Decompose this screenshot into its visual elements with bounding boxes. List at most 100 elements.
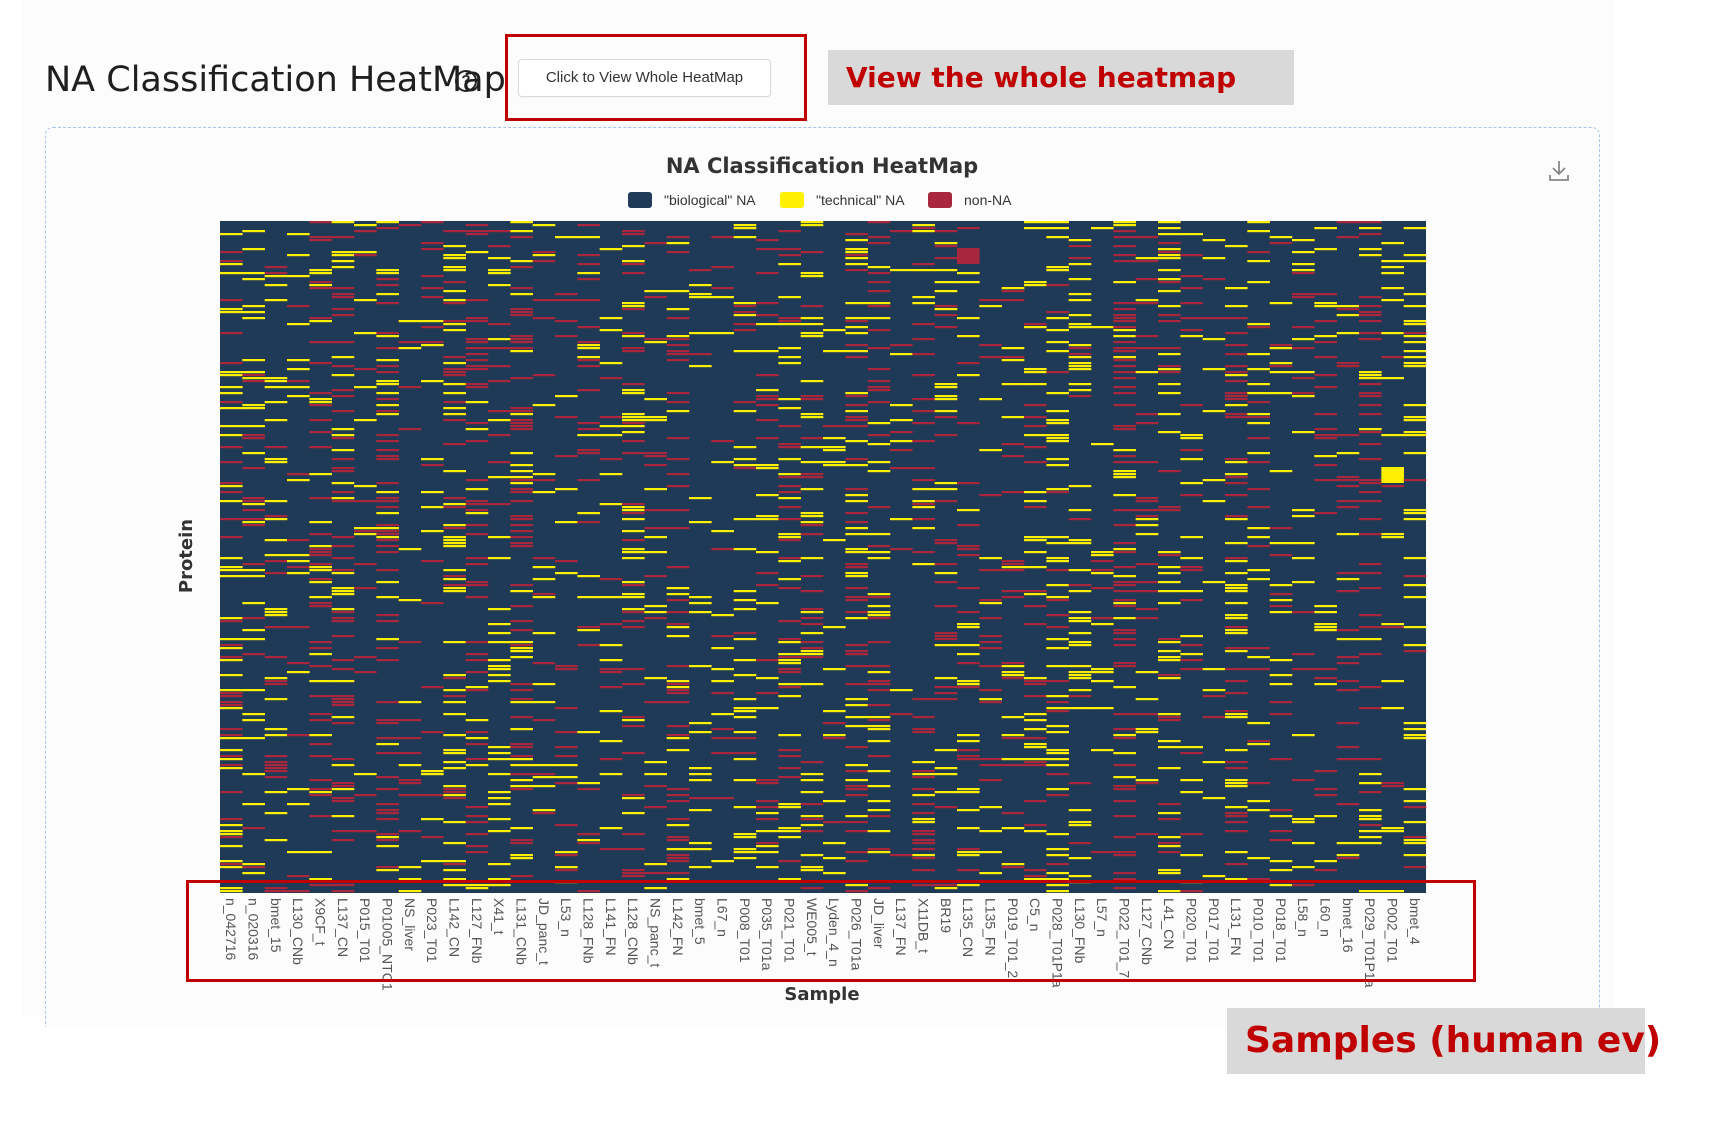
- x-tick-label: L135_FN: [983, 898, 999, 956]
- heatmap-cell: [1113, 341, 1136, 344]
- heatmap-cell: [1225, 713, 1248, 716]
- heatmap-cell: [934, 572, 958, 575]
- heatmap-cell: [376, 302, 399, 305]
- heatmap-cell: [421, 836, 444, 839]
- heatmap-cell: [465, 401, 489, 404]
- view-whole-heatmap-button[interactable]: Click to View Whole HeatMap: [518, 59, 771, 97]
- heatmap-cell: [934, 692, 958, 695]
- heatmap-cell: [1135, 524, 1159, 527]
- heatmap-cell: [510, 764, 533, 767]
- heatmap-cell: [1158, 590, 1181, 593]
- heatmap-cell: [1001, 566, 1025, 569]
- heatmap-cell: [264, 284, 288, 287]
- heatmap-cell: [778, 620, 801, 623]
- heatmap-cell: [443, 302, 466, 305]
- heatmap-cell: [309, 497, 332, 500]
- heatmap-cell: [376, 404, 399, 407]
- heatmap-cell: [465, 719, 489, 722]
- heatmap-cell: [1068, 299, 1092, 302]
- heatmap-cell: [845, 548, 868, 551]
- heatmap-cell: [890, 344, 913, 347]
- x-tick-labels: n_042716 n_020316 bmet_15 L130_CNb X9CF_t L13…: [223, 898, 1423, 991]
- x-tick-label: NS_panc_t: [648, 898, 664, 967]
- legend-swatch[interactable]: [628, 192, 652, 208]
- heatmap-cell: [666, 290, 690, 293]
- heatmap-cell: [756, 374, 779, 377]
- heatmap-cell: [309, 521, 332, 524]
- heatmap-cell: [1225, 647, 1248, 650]
- heatmap-cell: [1158, 869, 1181, 872]
- heatmap-cell: [711, 287, 734, 290]
- legend-swatch[interactable]: [928, 192, 952, 208]
- heatmap-cell: [666, 857, 690, 860]
- heatmap-cell: [711, 797, 734, 800]
- heatmap-cell: [666, 683, 690, 686]
- download-icon[interactable]: [1546, 158, 1572, 184]
- heatmap-cell: [465, 512, 489, 515]
- heatmap-cell: [555, 335, 578, 338]
- heatmap-cell: [1336, 365, 1360, 368]
- heatmap-cell: [510, 413, 533, 416]
- heatmap-cell: [309, 653, 332, 656]
- heatmap-cell: [778, 767, 801, 770]
- heatmap-cell: [242, 803, 265, 806]
- heatmap-cell: [242, 773, 265, 776]
- heatmap-cell: [934, 806, 958, 809]
- heatmap-cell: [1180, 668, 1203, 671]
- heatmap-cell: [1314, 479, 1337, 482]
- heatmap-cell: [666, 794, 690, 797]
- heatmap-cell: [287, 368, 310, 371]
- heatmap-cell: [689, 365, 712, 368]
- heatmap-cell: [532, 701, 556, 704]
- heatmap-cell: [331, 308, 355, 311]
- heatmap-cell: [421, 818, 444, 821]
- heatmap-cell: [689, 848, 712, 851]
- heatmap-cell: [957, 680, 980, 683]
- heatmap-cell: [376, 743, 399, 746]
- heatmap-cell: [845, 326, 868, 329]
- heatmap-cell: [264, 677, 288, 680]
- heatmap-cell: [1158, 392, 1181, 395]
- heatmap-cell: [979, 569, 1002, 572]
- heatmap-cell: [242, 638, 265, 641]
- heatmap-cell: [756, 782, 779, 785]
- heatmap-cell: [979, 641, 1002, 644]
- heatmap-cell: [1113, 302, 1136, 305]
- heatmap-cell: [309, 236, 332, 239]
- heatmap-cell: [1046, 419, 1069, 422]
- heatmap-cell: [800, 611, 824, 614]
- heatmap-cell: [644, 872, 667, 875]
- heatmap-cell: [488, 434, 511, 437]
- heatmap-cell: [488, 752, 511, 755]
- heatmap-cell: [309, 221, 332, 224]
- heatmap-cell: [220, 566, 243, 569]
- heatmap-cell: [376, 533, 399, 536]
- heatmap-cell: [756, 464, 779, 467]
- heatmap-cell: [800, 221, 824, 224]
- heatmap-cell: [733, 302, 757, 305]
- heatmap-cell: [242, 602, 265, 605]
- heatmap-cell: [376, 383, 399, 386]
- heatmap-cell: [1113, 590, 1136, 593]
- heatmap-cell: [443, 689, 466, 692]
- heatmap-cell: [510, 350, 533, 353]
- heatmap-cell: [778, 587, 801, 590]
- x-tick-label: L130_FNb: [1072, 898, 1088, 964]
- heatmap-cell: [778, 356, 801, 359]
- heatmap-cell: [622, 584, 645, 587]
- heatmap-cell: [264, 272, 288, 275]
- heatmap-cell: [376, 551, 399, 554]
- heatmap-cell: [1336, 533, 1360, 536]
- heatmap-cell: [1158, 713, 1181, 716]
- legend-swatch[interactable]: [780, 192, 804, 208]
- heatmap-cell: [1225, 404, 1248, 407]
- heatmap-cell: [510, 758, 533, 761]
- heatmap-cell: [711, 680, 734, 683]
- question-circle-icon[interactable]: ?: [455, 70, 477, 92]
- heatmap-cell: [1359, 707, 1382, 710]
- heatmap-cell: [1269, 659, 1293, 662]
- heatmap-cell: [1247, 800, 1270, 803]
- heatmap-cell: [733, 446, 757, 449]
- heatmap-cell: [1113, 254, 1136, 257]
- heatmap-cell: [1359, 314, 1382, 317]
